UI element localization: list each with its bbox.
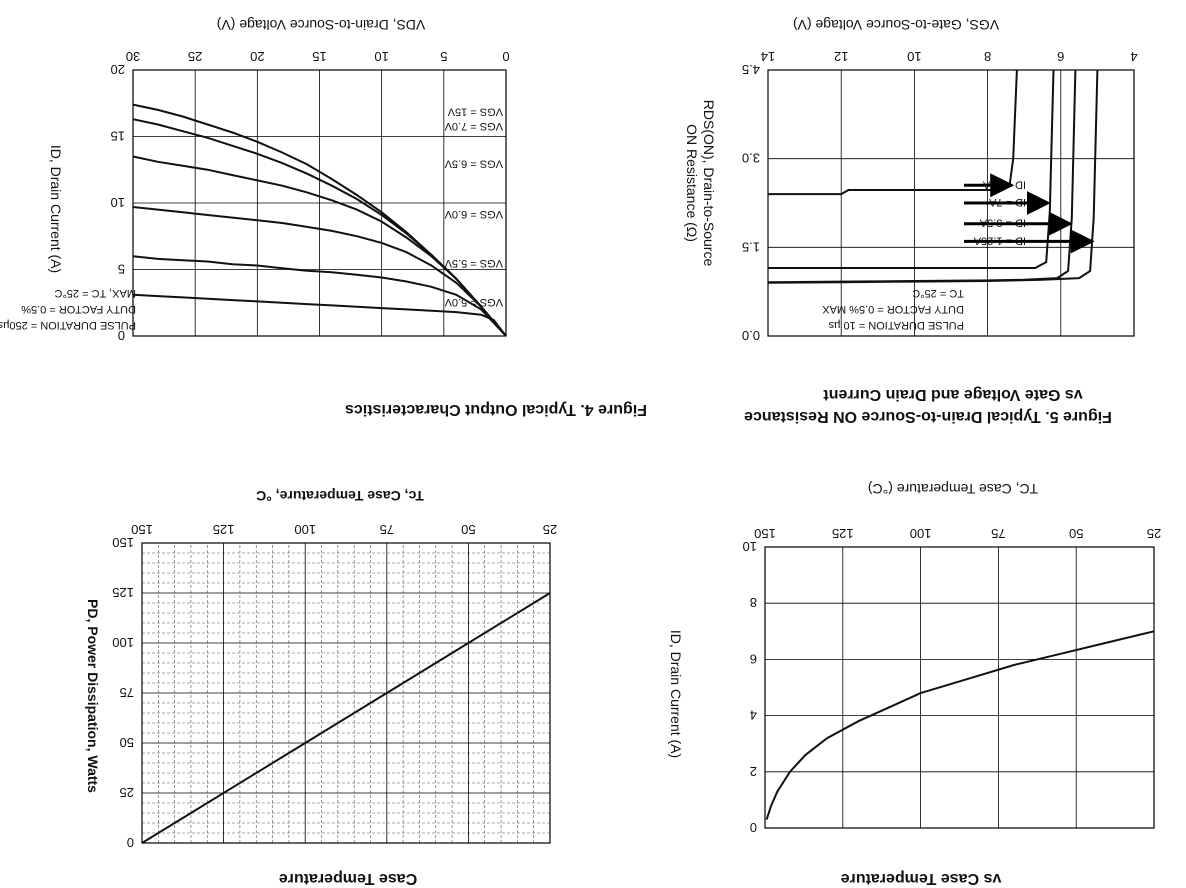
fig4-x-tick-label: 10 [374,49,388,64]
fig6-y-tick-label: 75 [120,685,134,700]
fig4-plot-area: 0 5 10 15 20 25 30 0 5 10 15 20 VGS = 15V VGS = 7.0V V… [111,49,510,343]
fig6-y-tick-label: 125 [112,585,134,600]
fig4-y-tick-label: 15 [111,129,125,144]
fig4-x-tick-label: 0 [502,49,509,64]
fig4-series-2-line [132,155,507,337]
fig4-y-tick-label: 5 [118,262,125,277]
fig6-x-axis-label: Tc, Case Temperature, °C [256,488,424,504]
fig6-plot-area: 25 50 75 100 125 150 0 25 50 75 100 125 150 [112,522,557,850]
fig7-y-tick-label: 8 [750,595,757,610]
fig4-x-tick-label: 25 [188,49,202,64]
fig5-x-tick-label: 4 [1130,49,1137,64]
fig5-annotations: PULSE DURATION = 10 µs DUTY FACTOR = 0.5… [822,287,964,331]
fig5-y-tick-label: 1.5 [742,239,760,254]
fig7-y-tick-label: 6 [750,651,757,666]
fig5-annotation-2: DUTY FACTOR = 0.5% MAX [822,303,964,315]
fig4-legend-label: VGS = 7.0V [444,120,503,132]
fig7-x-tick-label: 100 [910,526,932,541]
fig5-subtitle: vs Gate Voltage and Drain Current [823,386,1083,403]
fig7-y-axis-label: ID, Drain Current (A) [668,630,684,758]
fig6-x-tick-label: 25 [543,522,557,537]
fig6-y-axis-label: PD, Power Dissipation, Watts [85,599,101,793]
fig4-y-axis-label: ID, Drain Current (A) [48,145,64,273]
fig4-series-5-line [132,293,507,337]
fig7-y-tick-label: 4 [750,708,757,723]
fig6-x-tick-label: 100 [294,522,316,537]
fig7-x-axis-label: TC, Case Temperature (°C) [868,481,1038,497]
fig5-y-axis-label-1: RDS(ON), Drain-to-Source [701,100,717,267]
fig4-x-tick-label: 20 [250,49,264,64]
fig5-y-tick-label: 3.0 [742,151,760,166]
fig4-frame [132,69,507,337]
fig4-annotations: PULSE DURATION = 250µs DUTY FACTOR = 0.5… [0,287,136,331]
fig6-y-tick-label: 100 [112,635,134,650]
fig7-x-tick-label: 50 [1069,526,1083,541]
fig4-annotation-2: DUTY FACTOR = 0.5% [21,303,136,315]
fig4-annotation-3: MAX, TC = 25°C [54,287,136,299]
fig7-x-tick-label: 150 [754,526,776,541]
fig7-y-tick-label: 0 [750,820,757,835]
fig6-x-tick-label: 150 [131,522,153,537]
fig6-frame [141,542,551,844]
fig7-x-tick-label: 75 [991,526,1005,541]
fig7-plot-area: 25 50 75 100 125 150 0 2 4 6 8 10 [743,526,1162,835]
fig7-caption: vs Case Temperature [841,870,1002,887]
fig6-series-0-line [141,592,551,844]
fig4-y-tick-label: 20 [111,62,125,77]
fig4-x-tick-label: 5 [440,49,447,64]
fig4-legend-label: VGS = 5.5V [444,257,503,269]
fig4-y-tick-label: 0 [118,328,125,343]
fig6-caption: Case Temperature [279,870,418,887]
fig7-x-tick-label: 125 [832,526,854,541]
fig5-annotation-1: PULSE DURATION = 10 µs [828,319,964,331]
fig6-y-tick-label: 25 [120,785,134,800]
fig4-annotation-1: PULSE DURATION = 250µs [0,319,136,331]
fig5-x-tick-label: 8 [984,49,991,64]
fig4-legend-label: VGS = 15V [447,106,503,118]
fig5-series-1-line [767,69,1077,284]
fig4-series-3-line [132,206,507,337]
fig5-frame [767,69,1135,337]
fig5-caption: Figure 5. Typical Drain-to-Source ON Res… [744,408,1112,425]
fig7-x-tick-label: 25 [1147,526,1161,541]
fig5-y-axis-label-2: ON Resistance (Ω) [684,124,700,242]
fig5-x-tick-label: 14 [761,49,775,64]
fig5-y-tick-label: 4.5 [742,62,760,77]
fig6-y-tick-label: 150 [112,535,134,550]
fig4-series-4-line [132,255,507,337]
fig5-series-3-line [768,69,1018,196]
fig6-y-tick-label: 0 [127,835,134,850]
fig6-x-tick-label: 125 [213,522,235,537]
fig5-annotation-3: TC = 25°C [912,287,964,299]
fig4-legend-label: VGS = 6.0V [444,208,503,220]
fig4-y-tick-label: 10 [111,195,125,210]
fig5-x-tick-label: 6 [1057,49,1064,64]
fig7-frame [764,546,1155,829]
fig5-x-tick-label: 10 [907,49,921,64]
fig7-y-tick-label: 2 [750,764,757,779]
fig6-x-tick-label: 75 [380,522,394,537]
fig4-x-tick-label: 30 [126,49,140,64]
fig5-x-axis-label: VGS, Gate-to-Source Voltage (V) [793,17,999,33]
fig4-legend-label: VGS = 5.0V [444,296,503,308]
fig5-x-tick-label: 12 [834,49,848,64]
fig4-caption: Figure 4. Typical Output Characteristics [345,401,647,418]
fig7-series-0-line [765,630,1155,820]
fig6-y-tick-label: 50 [120,735,134,750]
fig6-x-tick-label: 50 [461,522,475,537]
fig5-y-tick-label: 0.0 [742,328,760,343]
fig4-x-tick-label: 15 [312,49,326,64]
fig7-y-tick-label: 10 [743,539,757,554]
fig4-legend-label: VGS = 6.5V [444,157,503,169]
fig4-x-axis-label: VDS, Drain-to-Source Voltage (V) [217,17,426,33]
